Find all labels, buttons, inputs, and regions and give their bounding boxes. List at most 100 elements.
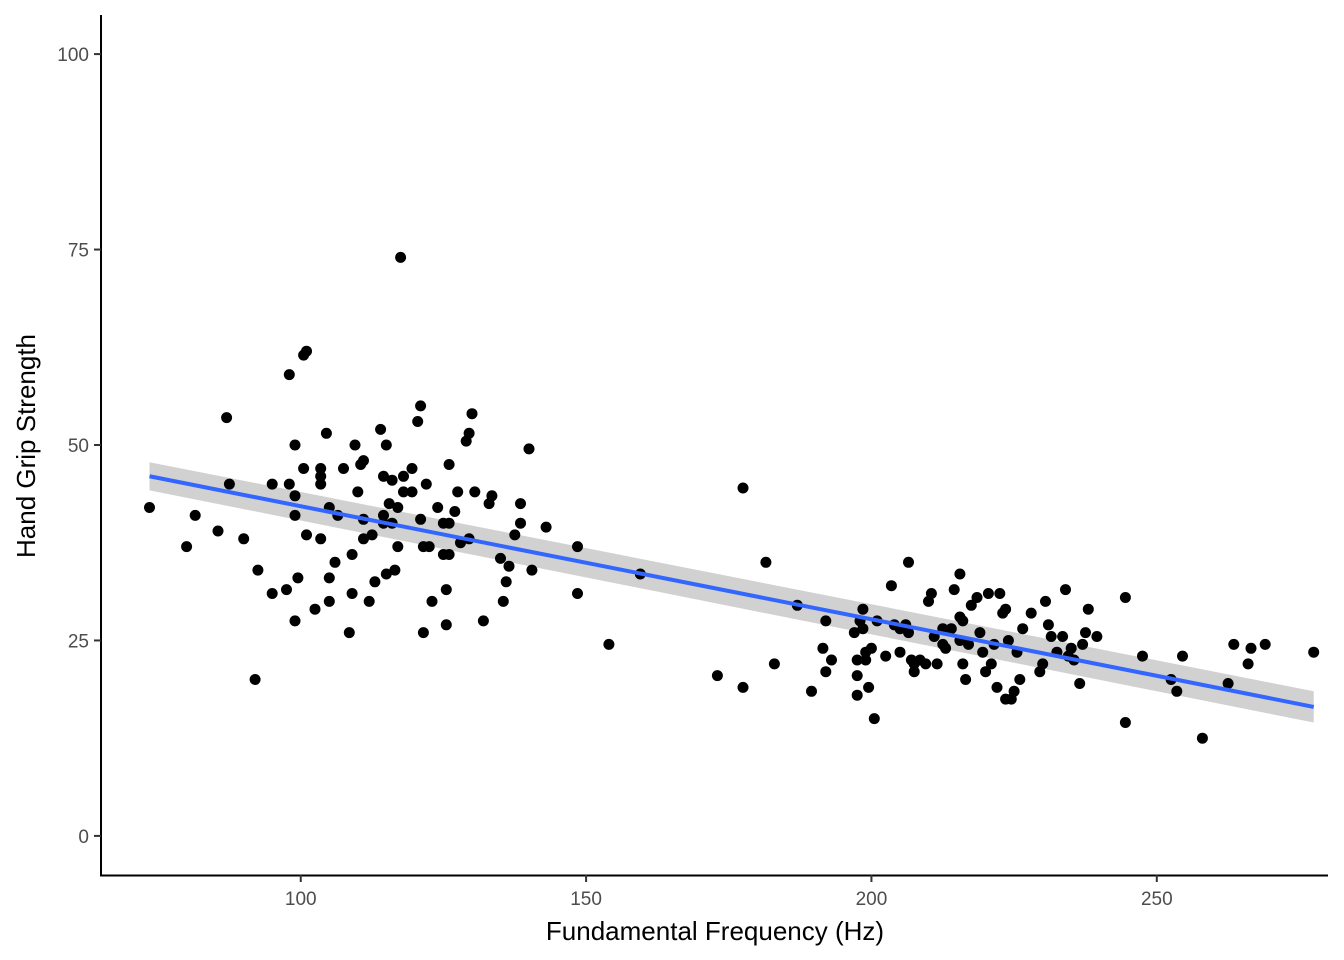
regression-line <box>149 474 1315 709</box>
data-point <box>1177 650 1188 662</box>
data-point <box>497 595 509 607</box>
data-point <box>957 658 969 670</box>
data-point <box>320 427 332 439</box>
data-point <box>894 646 906 658</box>
y-tick-label: 50 <box>68 436 89 457</box>
data-point <box>369 576 381 588</box>
data-point <box>283 369 295 381</box>
data-point <box>395 251 407 263</box>
data-point <box>1091 631 1103 642</box>
data-point <box>309 603 321 615</box>
data-point <box>523 443 535 455</box>
data-point <box>366 529 378 541</box>
data-point <box>298 463 310 474</box>
data-point <box>848 627 860 639</box>
data-point <box>1000 603 1012 615</box>
data-point <box>221 412 233 424</box>
y-axis-title: Hand Grip Strength <box>11 334 41 558</box>
data-point <box>957 615 969 627</box>
data-point <box>540 521 552 533</box>
x-axis-ticks: 100 150 200 250 <box>285 875 1173 910</box>
data-point <box>1242 658 1254 670</box>
data-point <box>851 689 863 701</box>
data-point <box>1137 650 1148 662</box>
data-point <box>392 502 404 513</box>
data-point <box>289 615 301 627</box>
data-point <box>315 478 327 490</box>
data-point <box>443 549 455 560</box>
x-tick-label: 250 <box>1141 889 1173 910</box>
data-point <box>1008 685 1020 697</box>
data-point <box>974 627 986 639</box>
data-point <box>1045 631 1057 642</box>
data-point <box>378 470 389 482</box>
data-point <box>386 474 398 486</box>
data-point <box>857 623 869 635</box>
data-point <box>420 478 432 490</box>
y-axis-ticks: 0 25 50 75 100 <box>57 45 101 848</box>
data-point <box>960 674 972 685</box>
data-point <box>863 681 875 693</box>
x-tick-label: 100 <box>285 889 317 910</box>
data-point <box>144 502 155 513</box>
data-point <box>820 615 832 627</box>
data-point <box>963 638 974 650</box>
data-point <box>389 564 401 576</box>
data-point <box>1014 674 1026 685</box>
data-point <box>971 592 983 603</box>
data-point <box>945 623 957 635</box>
data-point <box>415 513 427 525</box>
data-point <box>415 400 427 412</box>
data-point <box>486 490 498 502</box>
data-point <box>289 509 301 521</box>
data-point <box>817 642 829 654</box>
data-point <box>865 642 877 654</box>
data-point <box>737 681 749 693</box>
data-point <box>406 463 418 474</box>
data-point <box>826 654 837 666</box>
data-point <box>991 681 1003 693</box>
data-point <box>985 658 997 670</box>
data-point <box>375 423 387 435</box>
data-point <box>1080 627 1091 639</box>
data-point <box>1228 638 1240 650</box>
x-tick-label: 200 <box>856 889 888 910</box>
data-point <box>289 439 301 451</box>
data-point <box>346 549 358 560</box>
data-point <box>463 427 475 439</box>
data-point <box>1065 642 1077 654</box>
data-point <box>820 666 832 678</box>
data-point <box>238 533 250 545</box>
data-point <box>181 541 193 553</box>
data-point <box>994 588 1006 599</box>
data-point <box>572 588 583 599</box>
data-point <box>977 646 989 658</box>
data-point <box>281 584 292 596</box>
data-point <box>477 615 489 627</box>
data-point <box>398 486 409 498</box>
data-point <box>495 552 506 564</box>
data-point <box>323 572 335 584</box>
data-point <box>266 478 278 490</box>
data-point <box>432 502 444 513</box>
data-point <box>378 509 389 521</box>
data-point <box>1037 658 1049 670</box>
data-point <box>315 470 327 482</box>
data-point <box>212 525 224 537</box>
data-point <box>315 533 327 545</box>
data-point <box>380 439 392 451</box>
data-point <box>760 556 772 568</box>
y-tick-label: 25 <box>68 631 89 652</box>
x-tick-label: 150 <box>570 889 602 910</box>
data-point <box>954 568 966 580</box>
data-point <box>768 658 780 670</box>
data-point <box>515 498 526 510</box>
data-point <box>412 416 424 427</box>
data-point <box>292 572 304 584</box>
data-point <box>449 506 461 517</box>
data-point <box>948 584 960 596</box>
data-point <box>289 490 301 502</box>
data-point <box>417 627 429 639</box>
data-point <box>1196 732 1208 744</box>
data-point <box>363 595 375 607</box>
